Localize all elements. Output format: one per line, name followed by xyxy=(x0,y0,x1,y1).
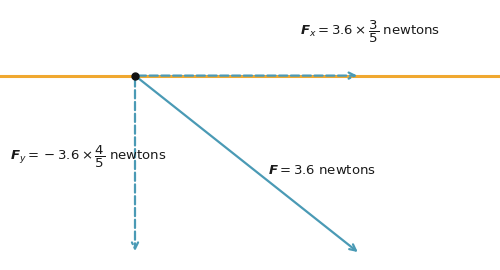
Text: $\boldsymbol{F}_y = -3.6 \times \dfrac{4}{5}$ newtons: $\boldsymbol{F}_y = -3.6 \times \dfrac{4… xyxy=(10,144,166,170)
Text: $\boldsymbol{F} = 3.6$ newtons: $\boldsymbol{F} = 3.6$ newtons xyxy=(268,164,376,177)
Text: $\boldsymbol{F}_x = 3.6 \times \dfrac{3}{5}$ newtons: $\boldsymbol{F}_x = 3.6 \times \dfrac{3}… xyxy=(300,19,440,45)
